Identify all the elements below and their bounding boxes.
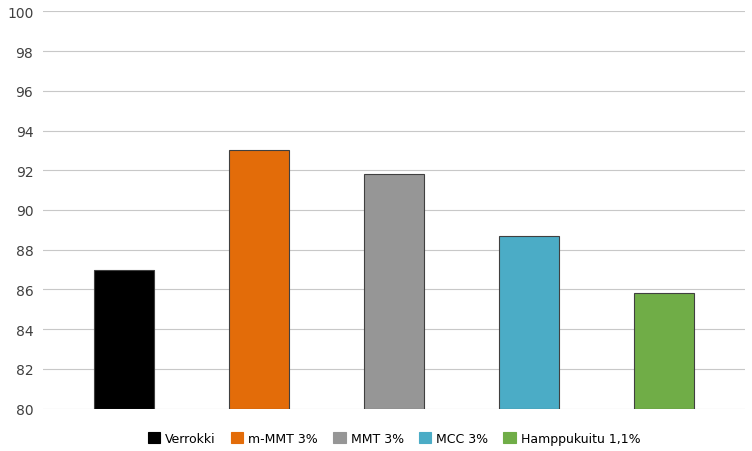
- Bar: [229, 151, 290, 409]
- Bar: [499, 236, 559, 409]
- Bar: [364, 175, 424, 409]
- Bar: [634, 294, 694, 409]
- Bar: [94, 270, 154, 409]
- Legend: Verrokki, m-MMT 3%, MMT 3%, MCC 3%, Hamppukuitu 1,1%: Verrokki, m-MMT 3%, MMT 3%, MCC 3%, Hamp…: [143, 427, 645, 450]
